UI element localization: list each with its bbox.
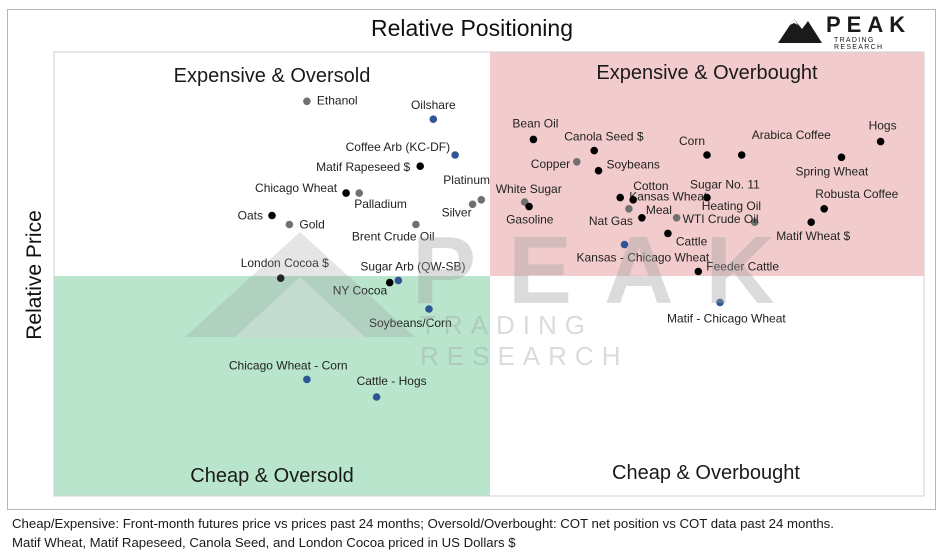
- data-point-label: WTI Crude Oil: [683, 212, 759, 226]
- data-point-label: Robusta Coffee: [815, 187, 898, 201]
- logo-subtitle: TRADING RESEARCH: [834, 37, 884, 51]
- data-point-kansas-chicago-wheat: [620, 240, 629, 249]
- data-point-ethanol: [303, 97, 311, 106]
- data-point-matif-rapeseed: [416, 162, 425, 170]
- data-point-sugar-no-11: [703, 193, 711, 202]
- quadrant-labels: Expensive & Oversold Expensive & Overbou…: [174, 62, 818, 487]
- data-point-wti-crude-oil: [672, 214, 681, 222]
- data-point-label: Chicago Wheat - Corn: [229, 358, 348, 372]
- data-point-oats: [268, 211, 276, 220]
- data-point-label: Bean Oil: [512, 116, 558, 130]
- data-point-label: Gasoline: [506, 213, 554, 227]
- data-point-label: Copper: [531, 157, 570, 171]
- quadrant-bottom-left-bg: [54, 276, 490, 496]
- data-point-label: London Cocoa $: [241, 256, 329, 270]
- data-point-label: Spring Wheat: [796, 164, 869, 178]
- data-point-arabica-coffee: [737, 151, 746, 159]
- data-point-label: Brent Crude Oil: [352, 230, 435, 244]
- data-point-meal: [625, 205, 633, 213]
- data-point-oilshare: [429, 115, 438, 123]
- data-point-ny-cocoa: [385, 278, 394, 287]
- data-point-kansas-wheat: [616, 193, 624, 202]
- data-point-soybeans: [594, 166, 603, 175]
- data-point-platinum: [477, 196, 486, 204]
- data-point-label: Oats: [238, 209, 263, 223]
- data-point-label: Chicago Wheat: [255, 181, 338, 195]
- data-point-chicago-wheat-corn: [303, 375, 311, 384]
- data-point-label: Corn: [679, 134, 705, 148]
- quadrant-label-top-right: Expensive & Overbought: [596, 62, 818, 84]
- data-point-corn: [703, 151, 711, 159]
- data-point-label: Sugar Arb (QW-SB): [360, 259, 465, 273]
- quadrant-label-top-left: Expensive & Oversold: [174, 65, 371, 87]
- data-point-label: Silver: [442, 205, 472, 219]
- data-point-label: Coffee Arb (KC-DF): [346, 140, 450, 154]
- data-point-matif-chicago-wheat: [716, 298, 724, 307]
- data-point-sugar-arb-qw-sb: [394, 276, 403, 285]
- data-point-matif-wheat: [807, 218, 815, 226]
- data-point-label: Cattle: [676, 234, 708, 248]
- data-point-label: Cattle - Hogs: [357, 374, 427, 388]
- data-point-label: Matif - Chicago Wheat: [667, 311, 786, 325]
- data-point-label: Platinum: [443, 173, 490, 187]
- data-point-label: Soybeans: [607, 158, 660, 172]
- data-point-coffee-arb-kc-df: [451, 151, 459, 159]
- footnote: Cheap/Expensive: Front-month futures pri…: [12, 514, 834, 552]
- data-point-label: Soybeans/Corn: [369, 316, 452, 330]
- data-point-cotton: [629, 196, 637, 204]
- data-point-label: White Sugar: [496, 182, 562, 196]
- data-point-label: Heating Oil: [702, 199, 761, 213]
- quadrant-bottom-right-bg: [490, 276, 924, 496]
- quadrant-label-bottom-left: Cheap & Oversold: [190, 465, 353, 487]
- data-point-bean-oil: [529, 135, 538, 144]
- data-point-chicago-wheat: [342, 189, 350, 197]
- data-point-heating-oil: [750, 218, 759, 226]
- quadrant-label-bottom-right: Cheap & Overbought: [612, 462, 800, 484]
- quadrant-backgrounds: [53, 51, 925, 497]
- data-points: Ethanol Oilshare Coffee Arb (KC-DF) Matif R…: [229, 93, 899, 401]
- data-point-label: Sugar No. 11: [690, 178, 760, 192]
- data-point-label: Ethanol: [317, 93, 358, 107]
- data-point-label: Oilshare: [411, 98, 456, 112]
- data-point-feeder-cattle: [694, 267, 703, 276]
- data-point-london-cocoa: [276, 274, 285, 283]
- data-point-label: Gold: [299, 218, 324, 232]
- data-point-label: Arabica Coffee: [752, 128, 831, 142]
- quadrant-top-right-bg: [490, 52, 924, 276]
- data-point-canola-seed: [590, 146, 598, 155]
- data-point-label: Nat Gas: [589, 214, 633, 228]
- footnote-line-2: Matif Wheat, Matif Rapeseed, Canola Seed…: [12, 535, 516, 550]
- data-point-robusta-coffee: [820, 205, 828, 213]
- data-point-label: Hogs: [869, 119, 897, 133]
- mountain-logo-icon: [778, 19, 822, 43]
- data-point-label: Matif Wheat $: [776, 229, 850, 243]
- data-point-label: NY Cocoa: [333, 284, 388, 298]
- data-point-hogs: [876, 137, 885, 146]
- data-point-silver: [468, 200, 477, 209]
- data-point-label: Matif Rapeseed $: [316, 160, 410, 174]
- footnote-line-1: Cheap/Expensive: Front-month futures pri…: [12, 516, 834, 531]
- data-point-label: Feeder Cattle: [706, 260, 779, 274]
- data-point-gold: [285, 220, 294, 229]
- data-point-label: Kansas - Chicago Wheat: [577, 251, 710, 265]
- data-point-label: Canola Seed $: [564, 130, 644, 144]
- data-point-label: Palladium: [354, 197, 407, 211]
- data-point-nat-gas: [638, 214, 646, 222]
- chart-title: Relative Positioning: [370, 15, 573, 41]
- data-point-copper: [573, 158, 581, 166]
- data-point-brent-crude-oil: [412, 220, 420, 229]
- data-point-label: Meal: [646, 203, 672, 217]
- logo-brand: PEAK: [826, 12, 912, 37]
- data-point-cattle-hogs: [372, 393, 381, 401]
- data-point-label: Cotton: [633, 179, 668, 193]
- data-point-palladium: [355, 189, 364, 197]
- data-point-spring-wheat: [837, 153, 846, 162]
- data-point-label: Kansas Wheat: [629, 190, 708, 204]
- data-point-soybeans-corn: [425, 305, 433, 313]
- peak-logo: PEAK TRADING RESEARCH: [776, 11, 926, 51]
- data-point-gasoline: [525, 202, 533, 211]
- plot-border: [53, 51, 925, 497]
- data-point-cattle: [664, 229, 672, 238]
